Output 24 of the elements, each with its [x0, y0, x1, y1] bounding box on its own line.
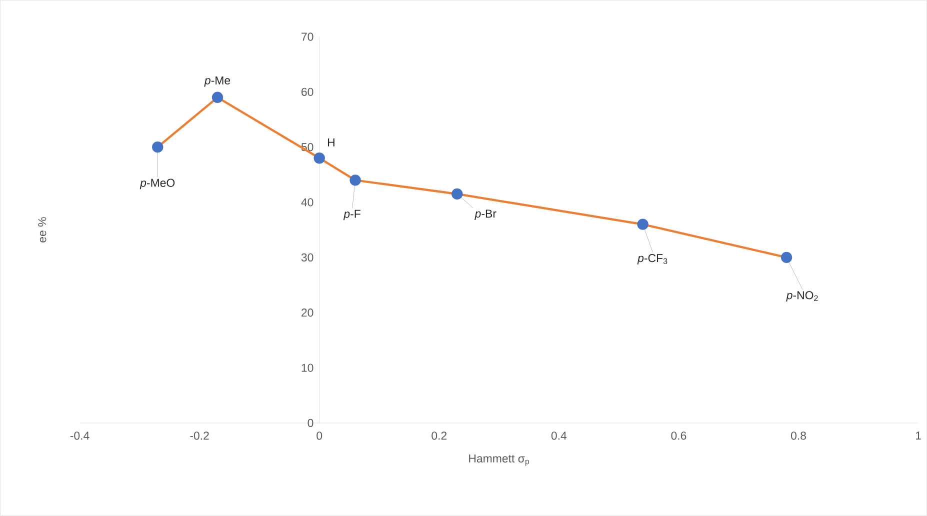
annotation: p-CF$_{3}$: [637, 254, 668, 265]
y-tick-label: 70: [302, 32, 314, 41]
y-tick-label: 20: [302, 308, 314, 317]
y-tick-label: 60: [302, 88, 314, 96]
x-tick-label: 0.4: [551, 432, 567, 440]
y-tick-label: 30: [301, 254, 314, 262]
annotation: H: [328, 138, 334, 147]
x-tick-label: 0.8: [790, 432, 806, 440]
y-axis-title: ee %: [38, 217, 46, 243]
annotation: p-MeO: [140, 178, 175, 190]
x-tick-label: 0.6: [671, 432, 686, 440]
x-tick-label: 1: [916, 432, 921, 440]
y-tick-label: 10: [302, 364, 314, 372]
x-tick-label: 0.2: [432, 432, 447, 440]
annotation: p-NO$_{2}$: [786, 291, 818, 302]
y-tick-label: 0: [308, 419, 314, 428]
annotation: p-Me: [204, 76, 230, 87]
y-tick-label: 40: [301, 198, 314, 206]
x-tick-label: -0.4: [70, 432, 90, 440]
x-tick-label: 0: [316, 432, 322, 440]
x-tick-label: -0.2: [190, 432, 209, 440]
annotation: p-F: [343, 210, 360, 220]
annotation: p-Br: [474, 210, 496, 220]
x-axis-title: Hammett σ$_{p}$: [469, 454, 530, 466]
